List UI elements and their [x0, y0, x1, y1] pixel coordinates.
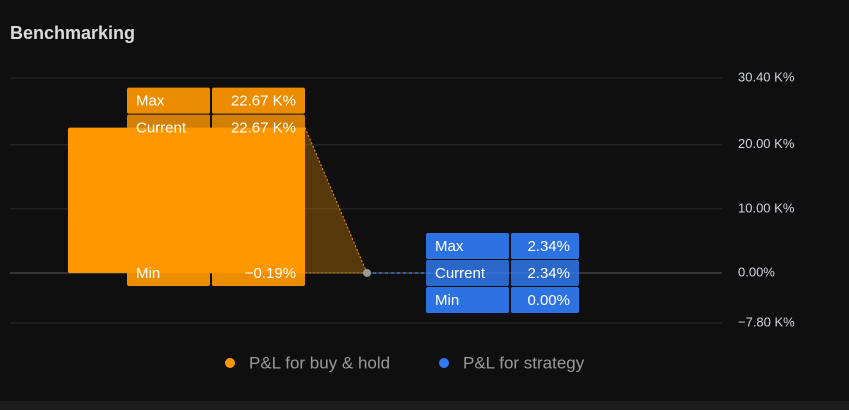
- label-cell: [426, 259, 509, 286]
- y-tick-label: 10.00 K%: [738, 200, 795, 215]
- label-name: Max: [435, 238, 464, 255]
- legend-marker: [225, 358, 235, 368]
- label-cell: [212, 87, 305, 114]
- label-name: Max: [136, 93, 165, 110]
- label-name: Current: [435, 265, 486, 282]
- pivot-point: [363, 268, 371, 277]
- bar: [68, 127, 305, 273]
- y-tick-label: −7.80 K%: [738, 314, 795, 329]
- label-cell: [511, 232, 579, 259]
- label-name: Min: [136, 265, 160, 282]
- label-cell: [127, 114, 210, 141]
- label-name: Current: [136, 120, 187, 137]
- bar-fade: [305, 127, 367, 273]
- y-tick-label: 0.00%: [738, 264, 775, 279]
- label-cell: [127, 87, 210, 114]
- label-value: 22.67 K%: [231, 93, 296, 110]
- label-cell: [511, 286, 579, 313]
- label-cell: [511, 259, 579, 286]
- label-value: 22.67 K%: [231, 120, 296, 137]
- label-cell: [426, 286, 509, 313]
- legend-marker: [439, 358, 449, 368]
- label-cell: [127, 259, 210, 286]
- label-name: Min: [435, 292, 459, 309]
- panel-title: Benchmarking: [10, 23, 135, 43]
- y-tick-label: 20.00 K%: [738, 136, 795, 151]
- bottom-strip: [0, 401, 849, 410]
- label-value: −0.19%: [245, 265, 296, 282]
- label-cell: [426, 232, 509, 259]
- label-value: 2.34%: [527, 238, 570, 255]
- label-cell: [212, 259, 305, 286]
- legend-label: P&L for strategy: [463, 353, 585, 372]
- label-cell: [212, 114, 305, 141]
- y-tick-label: 30.40 K%: [738, 69, 795, 84]
- label-value: 2.34%: [527, 265, 570, 282]
- label-value: 0.00%: [527, 292, 570, 309]
- legend-label: P&L for buy & hold: [249, 353, 390, 372]
